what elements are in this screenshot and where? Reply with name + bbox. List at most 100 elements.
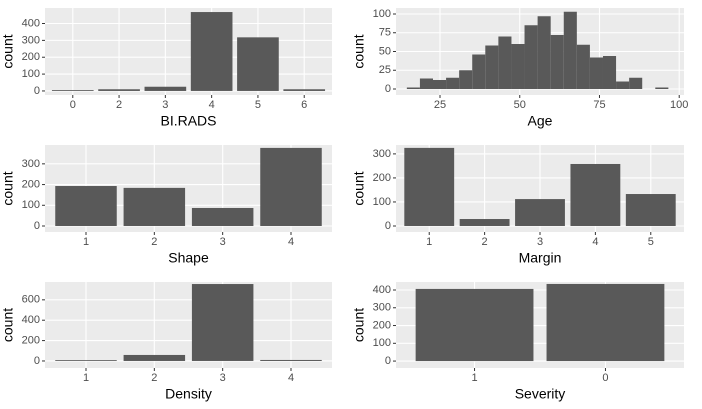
bar: [406, 87, 420, 89]
y-axis-title: count: [351, 34, 367, 68]
y-tick-label: 200: [22, 178, 40, 190]
x-tick-label: 2: [151, 372, 157, 384]
x-tick-label: 1: [471, 372, 477, 384]
bar: [55, 360, 117, 361]
bar: [459, 70, 473, 89]
bar: [191, 207, 254, 226]
y-tick-label: 200: [22, 51, 40, 63]
x-tick-label: 3: [220, 236, 226, 248]
bar: [51, 90, 94, 91]
bar: [260, 359, 322, 361]
y-axis-title: count: [351, 171, 367, 205]
y-tick-label: 100: [373, 337, 391, 349]
x-tick-label: 1: [426, 236, 432, 248]
bar: [283, 89, 326, 91]
bar: [446, 77, 460, 89]
y-tick-label: 300: [373, 302, 391, 314]
x-tick-label: 5: [648, 236, 654, 248]
x-tick-label: 2: [116, 99, 122, 111]
x-tick-label: 2: [151, 236, 157, 248]
x-tick-label: 2: [482, 236, 488, 248]
y-tick-label: 200: [373, 319, 391, 331]
y-tick-label: 300: [22, 34, 40, 46]
y-tick-label: 100: [373, 196, 391, 208]
bar: [485, 45, 499, 89]
y-tick-label: 0: [385, 220, 391, 232]
x-tick-label: 0: [602, 372, 608, 384]
bar: [432, 80, 447, 89]
bar: [55, 186, 117, 226]
y-tick-label: 75: [379, 27, 391, 39]
x-axis-title: Age: [528, 113, 553, 129]
bar: [576, 44, 590, 89]
bar: [524, 25, 538, 89]
x-axis-title: Severity: [515, 386, 566, 402]
bar: [550, 35, 564, 89]
x-axis-title: Density: [165, 386, 212, 402]
x-tick-label: 3: [162, 99, 168, 111]
y-tick-label: 200: [22, 334, 40, 346]
x-tick-label: 4: [288, 372, 294, 384]
x-tick-label: 5: [255, 99, 261, 111]
x-tick-label: 100: [670, 99, 688, 111]
x-tick-label: 4: [288, 236, 294, 248]
bar: [537, 16, 551, 89]
bar: [190, 12, 233, 91]
x-axis-title: BI.RADS: [160, 113, 216, 129]
bar: [498, 36, 512, 89]
x-tick-label: 75: [593, 99, 605, 111]
bar: [625, 194, 676, 226]
y-tick-label: 300: [22, 158, 40, 170]
bar: [602, 56, 617, 89]
y-tick-label: 100: [373, 8, 391, 20]
bar: [419, 78, 433, 89]
y-axis-title: count: [0, 308, 16, 342]
x-tick-label: 4: [209, 99, 215, 111]
y-tick-label: 0: [34, 355, 40, 367]
bar: [98, 89, 140, 91]
y-tick-label: 0: [34, 85, 40, 97]
bar: [237, 37, 279, 91]
y-axis-title: count: [0, 34, 16, 68]
x-tick-label: 3: [537, 236, 543, 248]
x-tick-label: 4: [592, 236, 598, 248]
bar: [616, 81, 630, 89]
y-axis-title: count: [0, 171, 16, 205]
x-tick-label: 50: [514, 99, 526, 111]
bar: [144, 86, 187, 91]
y-tick-label: 0: [385, 355, 391, 367]
bar: [123, 187, 186, 226]
bar: [123, 354, 186, 361]
bar: [404, 147, 455, 226]
x-tick-label: 1: [83, 236, 89, 248]
bar: [459, 219, 510, 226]
x-tick-label: 6: [301, 99, 307, 111]
y-tick-label: 400: [22, 314, 40, 326]
bar: [570, 163, 621, 226]
bar: [515, 199, 565, 226]
y-tick-label: 0: [385, 83, 391, 95]
bar: [415, 288, 534, 362]
bar: [629, 77, 643, 89]
x-axis-title: Margin: [519, 250, 562, 266]
y-tick-label: 400: [373, 284, 391, 296]
bar: [655, 87, 669, 89]
y-tick-label: 300: [373, 148, 391, 160]
bar: [191, 284, 254, 361]
y-tick-label: 600: [22, 294, 40, 306]
x-tick-label: 25: [434, 99, 446, 111]
y-tick-label: 50: [379, 45, 391, 57]
y-tick-label: 200: [373, 172, 391, 184]
panel-background: [45, 8, 332, 95]
x-tick-label: 3: [220, 372, 226, 384]
bar: [589, 57, 603, 89]
y-tick-label: 25: [379, 64, 391, 76]
y-axis-title: count: [351, 308, 367, 342]
y-tick-label: 100: [22, 68, 40, 80]
y-tick-label: 400: [22, 17, 40, 29]
panel-background: [45, 282, 332, 368]
x-tick-label: 1: [83, 372, 89, 384]
bar: [511, 44, 525, 89]
y-tick-label: 100: [22, 199, 40, 211]
bar: [260, 147, 322, 226]
